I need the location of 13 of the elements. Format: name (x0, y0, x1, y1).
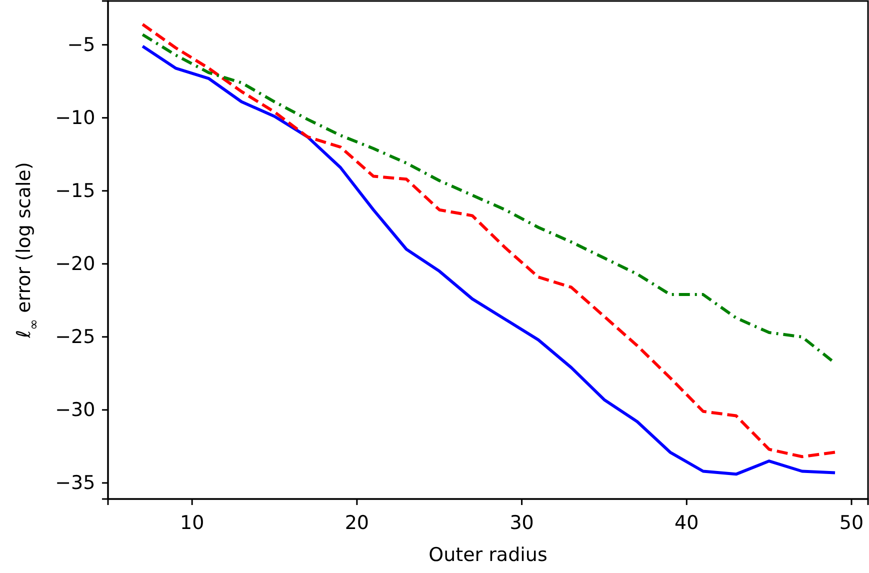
x-tick-label: 20 (344, 512, 370, 534)
y-tick-label: −30 (55, 398, 96, 421)
x-tick-label: 40 (674, 512, 699, 534)
y-tick-label: −25 (55, 326, 96, 348)
x-tick-label: 50 (839, 512, 864, 534)
y-tick-label: −20 (55, 252, 96, 275)
y-tick-label: −10 (55, 106, 96, 129)
y-tick-label: −5 (67, 34, 96, 56)
x-axis-title: Outer radius (428, 544, 548, 566)
y-tick-label: −35 (55, 472, 96, 494)
y-tick-label: −15 (55, 180, 96, 202)
x-tick-label: 30 (510, 512, 534, 534)
x-tick-label: 10 (180, 512, 204, 534)
